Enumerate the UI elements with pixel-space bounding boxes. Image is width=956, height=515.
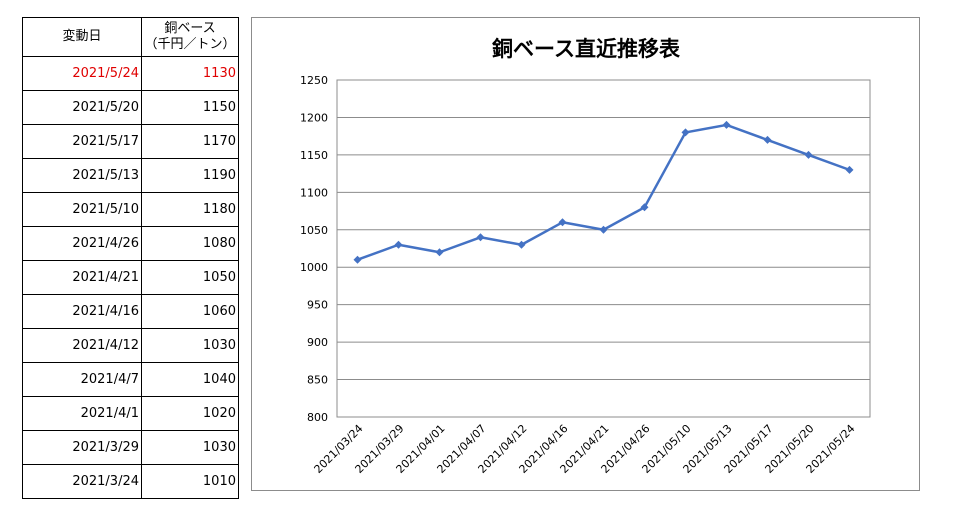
- table-row: 2021/5/20 1150: [22, 90, 239, 125]
- table-row: 2021/3/24 1010: [22, 464, 239, 499]
- table-row: 2021/4/26 1080: [22, 226, 239, 261]
- plot-area: [336, 79, 871, 418]
- row-date: 2021/4/1: [22, 396, 142, 431]
- y-axis-ticks: 800 850 900 950 1000 1050 1100 1150 1200 1250: [300, 74, 328, 424]
- row-value: 1040: [141, 362, 239, 397]
- row-value: 1050: [141, 260, 239, 295]
- row-date: 2021/5/17: [22, 124, 142, 159]
- y-tick-label: 1150: [300, 149, 328, 162]
- row-value: 1180: [141, 192, 239, 227]
- data-point-marker: [763, 135, 772, 144]
- data-point-marker: [845, 165, 854, 174]
- line-chart: 銅ベース直近推移表 800 850 900 950 1000 1050 1100 1150 12…: [300, 37, 871, 476]
- row-date: 2021/4/16: [22, 294, 142, 329]
- row-value: 1130: [141, 56, 239, 91]
- data-point-marker: [476, 233, 485, 242]
- row-value: 1150: [141, 90, 239, 125]
- y-tick-label: 1250: [300, 74, 328, 87]
- row-date: 2021/4/21: [22, 260, 142, 295]
- header-value-line2: （千円／トン）: [144, 37, 236, 52]
- table-row: 2021/4/12 1030: [22, 328, 239, 363]
- data-point-marker: [394, 240, 403, 249]
- row-date: 2021/5/10: [22, 192, 142, 227]
- data-point-marker: [435, 248, 444, 257]
- data-point-marker: [681, 128, 690, 137]
- table-row: 2021/3/29 1030: [22, 430, 239, 465]
- chart-title: 銅ベース直近推移表: [492, 37, 681, 61]
- row-date: 2021/5/13: [22, 158, 142, 193]
- row-value: 1010: [141, 464, 239, 499]
- table-body: 2021/5/24 1130 2021/5/20 1150 2021/5/17 1170 2…: [22, 56, 239, 499]
- chart-frame: 銅ベース直近推移表 800 850 900 950 1000 1050 1100 1150 12…: [251, 17, 920, 491]
- row-date: 2021/4/26: [22, 226, 142, 261]
- table-row: 2021/5/10 1180: [22, 192, 239, 227]
- row-value: 1030: [141, 328, 239, 363]
- row-date: 2021/5/20: [22, 90, 142, 125]
- table-row: 2021/4/7 1040: [22, 362, 239, 397]
- row-value: 1080: [141, 226, 239, 261]
- row-date: 2021/4/12: [22, 328, 142, 363]
- data-point-marker: [353, 255, 362, 264]
- y-tick-label: 1200: [300, 111, 328, 124]
- table-row: 2021/5/24 1130: [22, 56, 239, 91]
- header-value: 銅ベース （千円／トン）: [141, 17, 239, 57]
- y-tick-label: 950: [307, 299, 328, 312]
- data-point-marker: [804, 150, 813, 159]
- row-value: 1060: [141, 294, 239, 329]
- data-point-marker: [599, 225, 608, 234]
- header-date: 変動日: [22, 17, 142, 57]
- row-value: 1030: [141, 430, 239, 465]
- data-point-marker: [517, 240, 526, 249]
- row-date: 2021/3/29: [22, 430, 142, 465]
- y-tick-label: 900: [307, 336, 328, 349]
- y-tick-label: 1000: [300, 261, 328, 274]
- row-value: 1190: [141, 158, 239, 193]
- table-row: 2021/5/13 1190: [22, 158, 239, 193]
- row-date: 2021/3/24: [22, 464, 142, 499]
- price-table: 変動日 銅ベース （千円／トン） 2021/5/24 1130 2021/5/20 1…: [22, 17, 239, 499]
- table-row: 2021/4/1 1020: [22, 396, 239, 431]
- row-date: 2021/5/24: [22, 56, 142, 91]
- data-point-marker: [640, 203, 649, 212]
- table-row: 2021/4/21 1050: [22, 260, 239, 295]
- table-row: 2021/5/17 1170: [22, 124, 239, 159]
- y-tick-label: 800: [307, 411, 328, 424]
- series-layer: [353, 120, 854, 264]
- table-header-row: 変動日 銅ベース （千円／トン）: [22, 17, 239, 57]
- table-row: 2021/4/16 1060: [22, 294, 239, 329]
- x-axis-ticks: 2021/03/242021/03/292021/04/012021/04/07…: [312, 422, 858, 476]
- y-tick-label: 850: [307, 374, 328, 387]
- data-point-marker: [558, 218, 567, 227]
- data-point-marker: [722, 120, 731, 129]
- row-value: 1020: [141, 396, 239, 431]
- header-value-line1: 銅ベース: [164, 21, 216, 36]
- y-tick-label: 1050: [300, 224, 328, 237]
- row-value: 1170: [141, 124, 239, 159]
- row-date: 2021/4/7: [22, 362, 142, 397]
- y-tick-label: 1100: [300, 186, 328, 199]
